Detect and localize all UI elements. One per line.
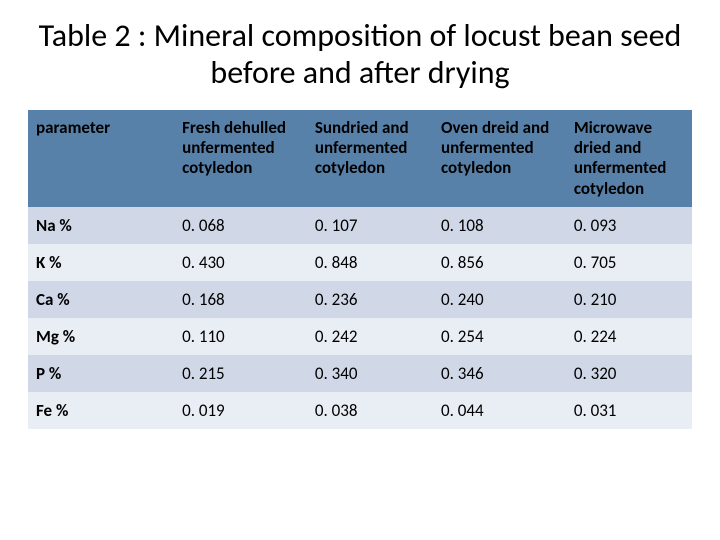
parameter-cell: P % bbox=[28, 355, 174, 392]
value-cell: 0. 240 bbox=[433, 281, 566, 318]
parameter-cell: Mg % bbox=[28, 318, 174, 355]
value-cell: 0. 038 bbox=[307, 392, 433, 429]
value-cell: 0. 320 bbox=[566, 355, 692, 392]
value-cell: 0. 019 bbox=[174, 392, 307, 429]
value-cell: 0. 107 bbox=[307, 207, 433, 244]
column-header: Sundried and unfermented cotyledon bbox=[307, 110, 433, 208]
table-row: P %0. 2150. 3400. 3460. 320 bbox=[28, 355, 692, 392]
column-header: Oven dreid and unfermented cotyledon bbox=[433, 110, 566, 208]
value-cell: 0. 340 bbox=[307, 355, 433, 392]
value-cell: 0. 224 bbox=[566, 318, 692, 355]
table-title: Table 2 : Mineral composition of locust … bbox=[28, 18, 692, 92]
column-header: Fresh dehulled unfermented cotyledon bbox=[174, 110, 307, 208]
column-header: parameter bbox=[28, 110, 174, 208]
value-cell: 0. 093 bbox=[566, 207, 692, 244]
value-cell: 0. 430 bbox=[174, 244, 307, 281]
parameter-cell: Ca % bbox=[28, 281, 174, 318]
value-cell: 0. 110 bbox=[174, 318, 307, 355]
table-row: Mg %0. 1100. 2420. 2540. 224 bbox=[28, 318, 692, 355]
value-cell: 0. 346 bbox=[433, 355, 566, 392]
table-row: K %0. 4300. 8480. 8560. 705 bbox=[28, 244, 692, 281]
value-cell: 0. 242 bbox=[307, 318, 433, 355]
value-cell: 0. 215 bbox=[174, 355, 307, 392]
value-cell: 0. 210 bbox=[566, 281, 692, 318]
table-row: Fe %0. 0190. 0380. 0440. 031 bbox=[28, 392, 692, 429]
value-cell: 0. 705 bbox=[566, 244, 692, 281]
table-row: Na %0. 0680. 1070. 1080. 093 bbox=[28, 207, 692, 244]
parameter-cell: Na % bbox=[28, 207, 174, 244]
value-cell: 0. 856 bbox=[433, 244, 566, 281]
table-body: Na %0. 0680. 1070. 1080. 093K %0. 4300. … bbox=[28, 207, 692, 429]
value-cell: 0. 031 bbox=[566, 392, 692, 429]
mineral-table: parameterFresh dehulled unfermented coty… bbox=[28, 110, 692, 430]
table-row: Ca %0. 1680. 2360. 2400. 210 bbox=[28, 281, 692, 318]
value-cell: 0. 068 bbox=[174, 207, 307, 244]
value-cell: 0. 236 bbox=[307, 281, 433, 318]
value-cell: 0. 168 bbox=[174, 281, 307, 318]
parameter-cell: Fe % bbox=[28, 392, 174, 429]
column-header: Microwave dried and unfermented cotyledo… bbox=[566, 110, 692, 208]
value-cell: 0. 254 bbox=[433, 318, 566, 355]
value-cell: 0. 044 bbox=[433, 392, 566, 429]
value-cell: 0. 848 bbox=[307, 244, 433, 281]
table-header-row: parameterFresh dehulled unfermented coty… bbox=[28, 110, 692, 208]
parameter-cell: K % bbox=[28, 244, 174, 281]
value-cell: 0. 108 bbox=[433, 207, 566, 244]
